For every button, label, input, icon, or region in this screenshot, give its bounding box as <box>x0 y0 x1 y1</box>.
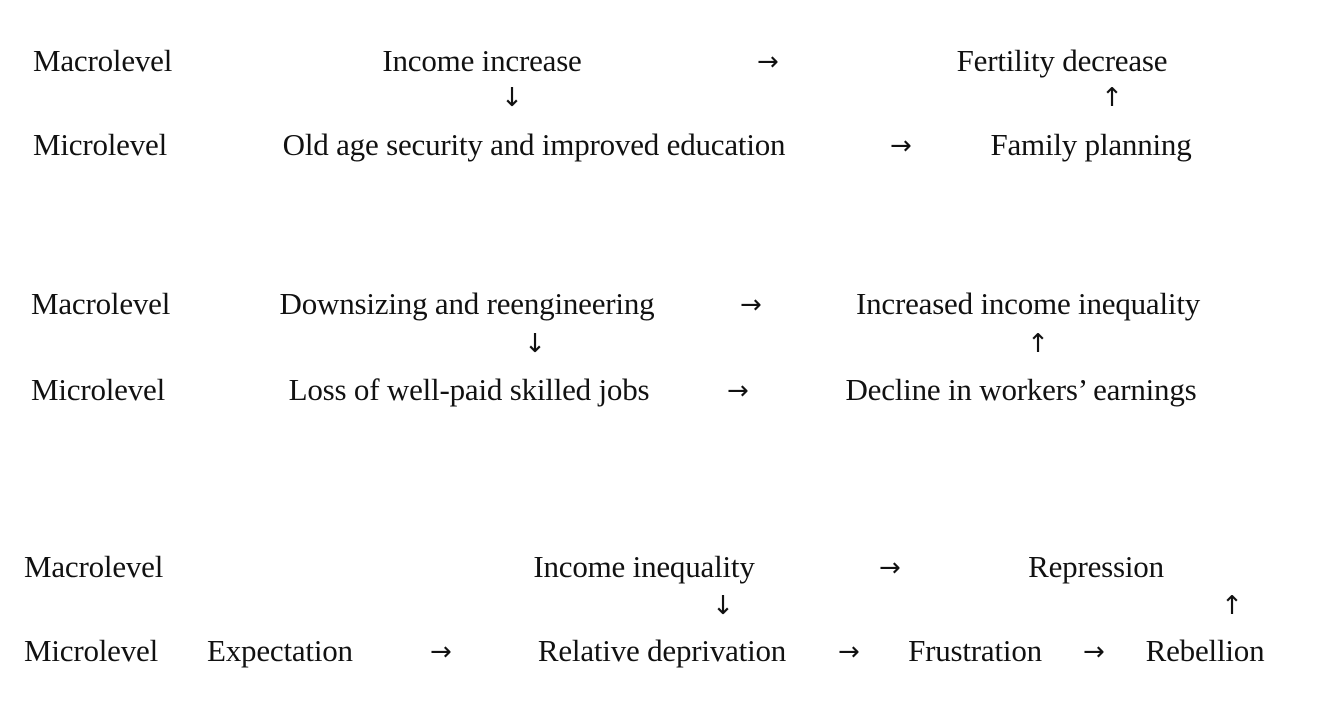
macrolevel-label: Macrolevel <box>31 286 171 321</box>
microlevel-label: Microlevel <box>33 127 168 162</box>
micro-cause-node: Old age security and improved education <box>282 127 786 162</box>
right-arrow: → <box>890 131 912 161</box>
micro-cause-node: Loss of well-paid skilled jobs <box>288 372 650 407</box>
right-arrow: → <box>727 376 749 406</box>
right-arrow: → <box>430 637 452 667</box>
microlevel-label: Microlevel <box>24 633 159 668</box>
up-arrow: ↑ <box>1221 591 1243 621</box>
right-arrow: → <box>879 553 901 583</box>
macro-cause-node: Income inequality <box>533 549 755 584</box>
micro-effect-node: Family planning <box>990 127 1192 162</box>
right-arrow: → <box>838 637 860 667</box>
up-arrow: ↑ <box>1101 83 1123 113</box>
macro-cause-node: Income increase <box>382 43 582 78</box>
macrolevel-label: Macrolevel <box>33 43 173 78</box>
macro-effect-node: Fertility decrease <box>956 43 1168 78</box>
micro-mid2-node: Frustration <box>908 633 1042 668</box>
micro-start-node: Expectation <box>207 633 353 668</box>
macro-effect-node: Increased income inequality <box>855 286 1201 321</box>
down-arrow: ↓ <box>712 591 734 621</box>
down-arrow: ↓ <box>524 329 546 359</box>
micro-mid1-node: Relative deprivation <box>537 633 787 668</box>
right-arrow: → <box>757 47 779 77</box>
macrolevel-label: Macrolevel <box>24 549 164 584</box>
down-arrow: ↓ <box>501 83 523 113</box>
macro-effect-node: Repression <box>1028 549 1164 584</box>
micro-end-node: Rebellion <box>1145 633 1265 668</box>
right-arrow: → <box>1083 637 1105 667</box>
micro-effect-node: Decline in workers’ earnings <box>845 372 1197 407</box>
microlevel-label: Microlevel <box>31 372 166 407</box>
macro-cause-node: Downsizing and reengineering <box>279 286 655 321</box>
right-arrow: → <box>740 290 762 320</box>
up-arrow: ↑ <box>1027 329 1049 359</box>
